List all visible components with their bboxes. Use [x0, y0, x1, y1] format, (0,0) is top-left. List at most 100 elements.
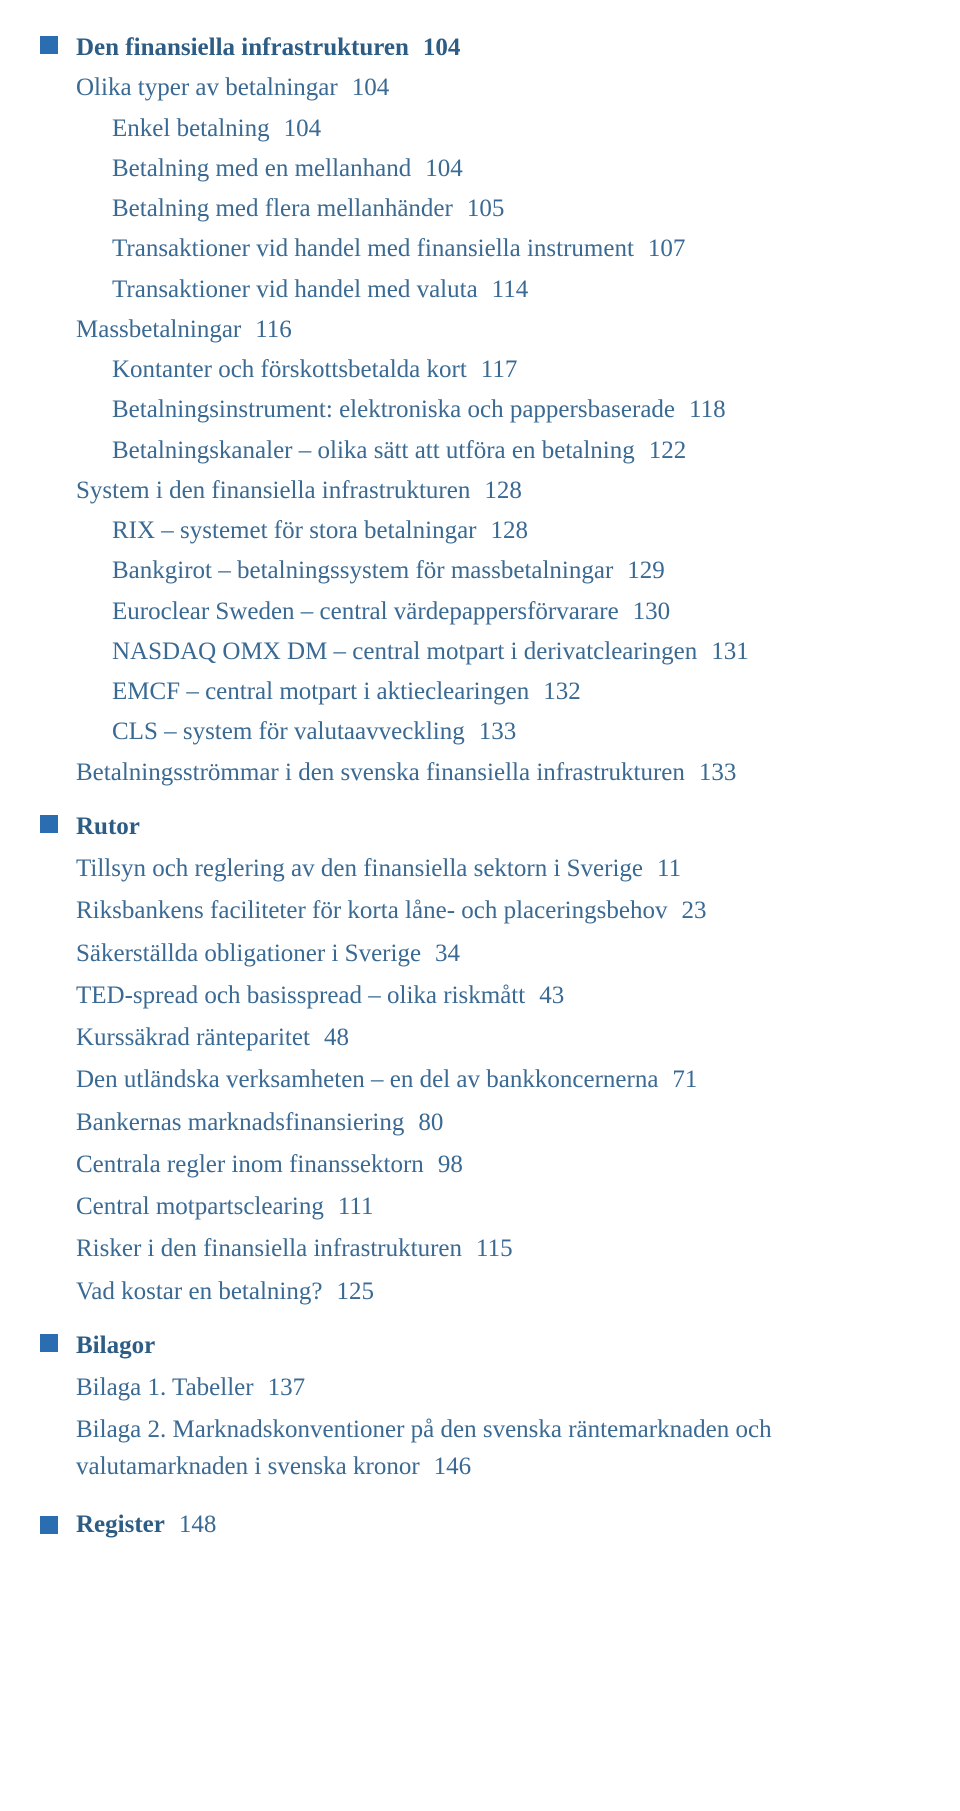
entry-text: CLS – system för valutaavveckling [112, 718, 465, 745]
toc-entry: Enkel betalning104 [76, 111, 920, 147]
toc-entry: Euroclear Sweden – central värdepappersf… [76, 594, 920, 630]
section-header-row: Den finansiella infrastrukturen104Olika … [40, 30, 920, 791]
entry-page-number: 80 [418, 1109, 443, 1136]
toc-entry: Betalningsinstrument: elektroniska och p… [76, 392, 920, 428]
entry-text: RIX – systemet för stora betalningar [112, 517, 477, 544]
entry-text: Central motpartsclearing [76, 1193, 324, 1220]
entry-page-number: 114 [492, 276, 529, 303]
entry-text: NASDAQ OMX DM – central motpart i deriva… [112, 638, 697, 665]
entry-page-number: 23 [681, 897, 706, 924]
entry-page-number: 107 [648, 235, 686, 262]
entry-text: Bankgirot – betalningssystem för massbet… [112, 557, 613, 584]
square-bullet-icon [40, 1334, 58, 1352]
entry-page-number: 118 [689, 396, 726, 423]
toc-entry: CLS – system för valutaavveckling 133 [76, 714, 920, 750]
entry-page-number: 48 [324, 1024, 349, 1051]
entry-text: Riksbankens faciliteter för korta låne- … [76, 897, 667, 924]
entry-page-number: 146 [434, 1453, 472, 1480]
entry-text: Betalning med flera mellanhänder [112, 195, 453, 222]
entry-text: TED-spread och basisspread – olika riskm… [76, 982, 525, 1009]
section-content: Rutor Tillsyn och reglering av den finans… [76, 809, 920, 1310]
entry-page-number: 129 [627, 557, 665, 584]
entry-text: Betalningskanaler – olika sätt att utför… [112, 437, 635, 464]
toc-entry: Riksbankens faciliteter för korta låne- … [76, 893, 920, 929]
section-content: BilagorBilaga 1. Tabeller137Bilaga 2. Ma… [76, 1328, 920, 1485]
entry-page-number: 116 [255, 316, 292, 343]
entry-text: Vad kostar en betalning? [76, 1278, 322, 1305]
toc-entry: Kontanter och förskottsbetalda kort117 [76, 352, 920, 388]
entry-text: Centrala regler inom finanssektorn [76, 1151, 424, 1178]
section-heading: Rutor [76, 809, 920, 845]
square-bullet-icon [40, 815, 58, 833]
square-bullet-icon [40, 36, 58, 54]
toc-entry: System i den finansiella infrastrukturen… [76, 473, 920, 509]
entry-page-number: 11 [657, 855, 681, 882]
entry-text: Betalningsinstrument: elektroniska och p… [112, 396, 675, 423]
entry-text: Säkerställda obligationer i Sverige [76, 940, 421, 967]
toc-entry: Vad kostar en betalning? 125 [76, 1274, 920, 1310]
entry-page-number: 98 [438, 1151, 463, 1178]
entry-page-number: 71 [672, 1066, 697, 1093]
toc-entry: Transaktioner vid handel med valuta 114 [76, 272, 920, 308]
section-header-row: BilagorBilaga 1. Tabeller137Bilaga 2. Ma… [40, 1328, 920, 1485]
toc-entry: Central motpartsclearing 111 [76, 1189, 920, 1225]
register-row: Register 148 [40, 1507, 920, 1543]
entry-page-number: 104 [425, 155, 463, 182]
entry-page-number: 111 [338, 1193, 374, 1220]
entry-text: EMCF – central motpart i aktieclearingen [112, 678, 529, 705]
entry-page-number: 133 [699, 759, 737, 786]
toc-entry: Den utländska verksamheten – en del av b… [76, 1062, 920, 1098]
toc-section: Den finansiella infrastrukturen104Olika … [40, 30, 920, 791]
entry-text: Betalningsströmmar i den svenska finansi… [76, 759, 685, 786]
entry-page-number: 132 [543, 678, 581, 705]
entry-text: Tillsyn och reglering av den finansiella… [76, 855, 643, 882]
register-page-number: 148 [179, 1507, 217, 1543]
toc-entry: Risker i den finansiella infrastrukturen… [76, 1231, 920, 1267]
entry-text: Bilaga 2. Marknadskonventioner på den sv… [76, 1416, 772, 1479]
heading-page-number: 104 [423, 34, 461, 61]
toc-entry: Olika typer av betalningar 104 [76, 70, 920, 106]
entry-text: Kontanter och förskottsbetalda kort [112, 356, 467, 383]
entry-text: Den utländska verksamheten – en del av b… [76, 1066, 658, 1093]
entry-page-number: 104 [352, 74, 390, 101]
toc-entry: RIX – systemet för stora betalningar 128 [76, 513, 920, 549]
entry-text: Transaktioner vid handel med finansiella… [112, 235, 634, 262]
toc-entry: Betalningsströmmar i den svenska finansi… [76, 755, 920, 791]
heading-text: Rutor [76, 813, 140, 840]
entry-page-number: 133 [479, 718, 517, 745]
register-heading: Register [76, 1507, 165, 1543]
section-heading: Bilagor [76, 1328, 920, 1364]
entry-text: Transaktioner vid handel med valuta [112, 276, 478, 303]
toc-entry: Betalning med en mellanhand 104 [76, 151, 920, 187]
toc-entry: Betalning med flera mellanhänder 105 [76, 191, 920, 227]
heading-text: Bilagor [76, 1332, 155, 1359]
entry-text: Bankernas marknadsfinansiering [76, 1109, 404, 1136]
toc-entry: Massbetalningar 116 [76, 312, 920, 348]
toc-entry: Bilaga 2. Marknadskonventioner på den sv… [76, 1412, 920, 1485]
entry-page-number: 105 [467, 195, 505, 222]
entry-page-number: 128 [484, 477, 522, 504]
entry-text: Enkel betalning [112, 115, 270, 142]
entry-page-number: 125 [336, 1278, 374, 1305]
entry-page-number: 115 [476, 1235, 513, 1262]
entry-text: Bilaga 1. Tabeller [76, 1374, 254, 1401]
toc-entry: Bankgirot – betalningssystem för massbet… [76, 553, 920, 589]
entry-page-number: 128 [491, 517, 529, 544]
entry-page-number: 130 [633, 598, 671, 625]
heading-text: Den finansiella infrastrukturen [76, 34, 409, 61]
toc-section: BilagorBilaga 1. Tabeller137Bilaga 2. Ma… [40, 1328, 920, 1485]
toc-entry: NASDAQ OMX DM – central motpart i deriva… [76, 634, 920, 670]
square-bullet-icon [40, 1516, 58, 1534]
section-header-row: Rutor Tillsyn och reglering av den finans… [40, 809, 920, 1310]
entry-text: Betalning med en mellanhand [112, 155, 411, 182]
entry-text: Olika typer av betalningar [76, 74, 338, 101]
section-heading: Den finansiella infrastrukturen 104 [76, 30, 920, 66]
toc-entry: Transaktioner vid handel med finansiella… [76, 231, 920, 267]
toc-entry: Bankernas marknadsfinansiering 80 [76, 1105, 920, 1141]
entry-page-number: 43 [539, 982, 564, 1009]
entry-text: Massbetalningar [76, 316, 241, 343]
toc-entry: EMCF – central motpart i aktieclearingen… [76, 674, 920, 710]
toc-entry: Betalningskanaler – olika sätt att utför… [76, 433, 920, 469]
toc-entry: Centrala regler inom finanssektorn 98 [76, 1147, 920, 1183]
toc-entry: TED-spread och basisspread – olika riskm… [76, 978, 920, 1014]
